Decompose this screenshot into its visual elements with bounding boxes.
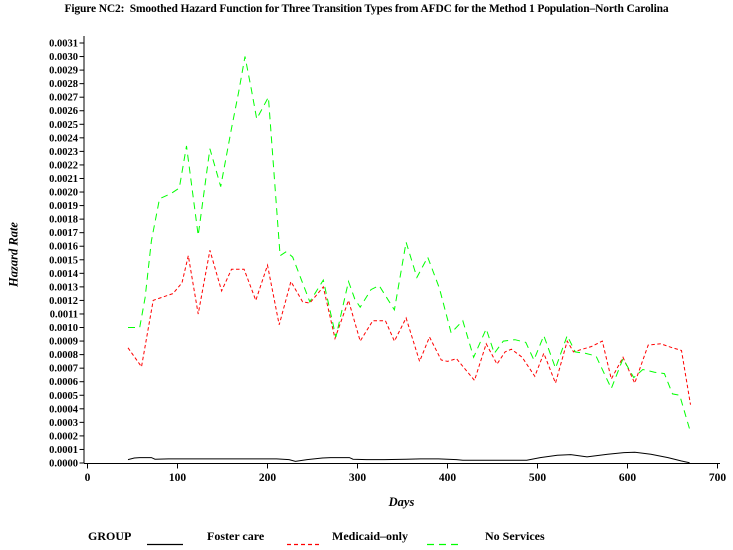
y-tick-label: 0.0010 <box>49 323 78 334</box>
x-tick-label: 0 <box>85 472 91 484</box>
legend-line-sample <box>147 543 183 546</box>
legend-label-no-services: No Services <box>485 529 545 543</box>
y-tick-label: 0.0012 <box>49 296 78 307</box>
x-tick-label: 400 <box>439 472 457 484</box>
y-tick-label: 0.0030 <box>49 52 78 63</box>
series-no-services-line <box>128 56 691 430</box>
y-tick-label: 0.0024 <box>49 133 79 144</box>
legend-swatch-medicaid-only <box>287 535 321 546</box>
y-tick-label: 0.0029 <box>49 66 78 77</box>
y-tick-label: 0.0001 <box>49 445 78 456</box>
series-foster-care-line <box>127 451 690 464</box>
y-tick-label: 0.0008 <box>49 350 78 361</box>
y-tick-label: 0.0007 <box>49 364 78 375</box>
x-ticks: 0 100 200 300 400 500 600 700 <box>85 463 727 484</box>
x-tick-label: 200 <box>259 472 277 484</box>
legend-group-label: GROUP <box>88 529 132 543</box>
legend-label-foster-care: Foster care <box>207 529 265 543</box>
x-tick-label: 300 <box>349 472 367 484</box>
legend-label-medicaid-only: Medicaid–only <box>332 529 409 543</box>
legend-line-sample <box>287 543 321 546</box>
y-tick-label: 0.0006 <box>49 377 78 388</box>
y-tick-label: 0.0019 <box>49 201 78 212</box>
y-tick-label: 0.0026 <box>49 106 78 117</box>
y-tick-label: 0.0002 <box>49 431 78 442</box>
legend-swatch-no-services <box>427 535 461 546</box>
y-tick-label: 0.0031 <box>49 39 78 50</box>
series-medicaid-only-line <box>127 250 691 405</box>
axes <box>83 36 720 464</box>
hazard-chart-plot-area: 0.0000 0.0001 0.0002 0.0003 0.0004 0.0005 0.00… <box>49 36 727 484</box>
y-tick-label: 0.0005 <box>49 391 78 402</box>
x-tick-label: 100 <box>169 472 187 484</box>
x-tick-label: 500 <box>529 472 547 484</box>
y-tick-label: 0.0014 <box>49 269 79 280</box>
y-tick-label: 0.0017 <box>49 228 78 239</box>
y-tick-label: 0.0011 <box>50 309 78 320</box>
y-tick-label: 0.0027 <box>49 93 78 104</box>
x-tick-label: 700 <box>709 472 727 484</box>
y-tick-label: 0.0003 <box>49 418 78 429</box>
x-axis-label: Days <box>388 495 415 509</box>
y-tick-label: 0.0013 <box>49 282 78 293</box>
y-tick-label: 0.0018 <box>49 215 78 226</box>
y-tick-label: 0.0028 <box>49 79 78 90</box>
y-tick-label: 0.0004 <box>49 404 79 415</box>
legend-line-sample <box>427 543 461 546</box>
y-tick-label: 0.0021 <box>49 174 78 185</box>
legend-swatch-foster-care <box>147 535 183 546</box>
y-tick-label: 0.0000 <box>49 459 78 470</box>
y-tick-label: 0.0015 <box>49 255 78 266</box>
y-tick-label: 0.0020 <box>49 188 78 199</box>
chart-title: Figure NC2: Smoothed Hazard Function for… <box>64 3 669 15</box>
y-ticks: 0.0000 0.0001 0.0002 0.0003 0.0004 0.0005 0.00… <box>49 39 84 470</box>
y-tick-label: 0.0009 <box>49 337 78 348</box>
y-tick-label: 0.0023 <box>49 147 78 158</box>
y-tick-label: 0.0025 <box>49 120 78 131</box>
x-tick-label: 600 <box>619 472 637 484</box>
y-tick-label: 0.0016 <box>49 242 78 253</box>
y-tick-label: 0.0022 <box>49 160 78 171</box>
